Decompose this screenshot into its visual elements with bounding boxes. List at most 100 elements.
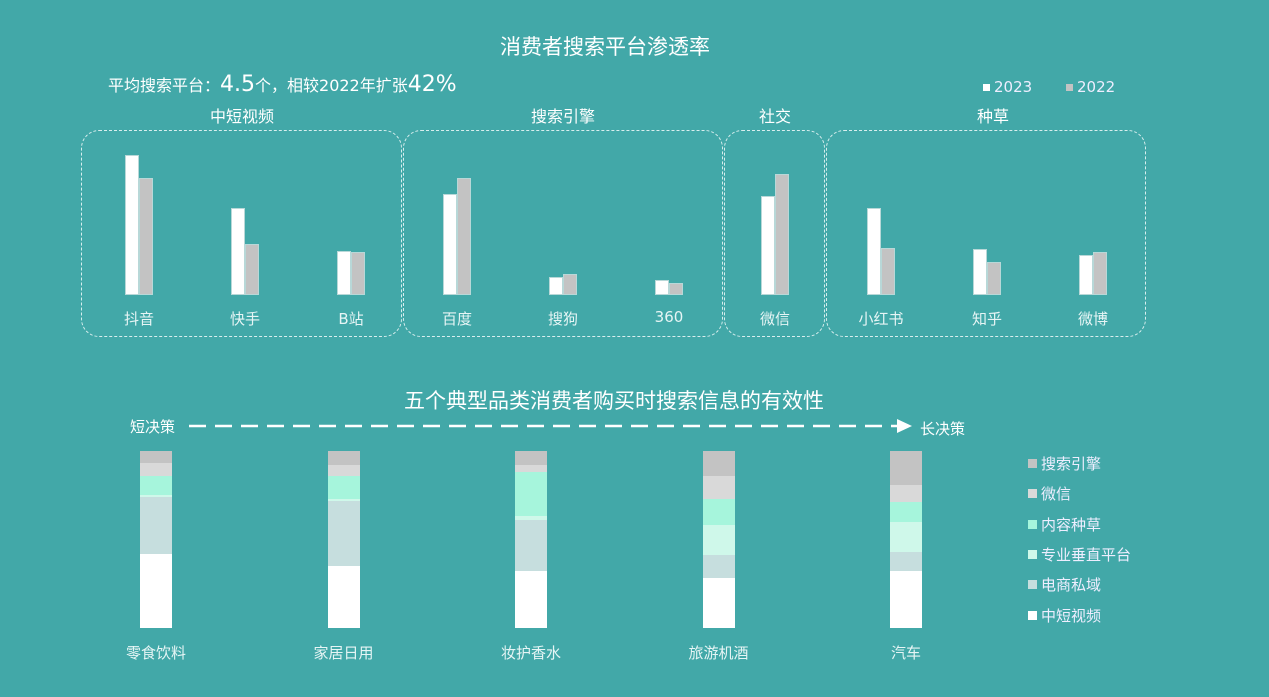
legend-label: 专业垂直平台 xyxy=(1041,545,1132,564)
legend-item: 专业垂直平台 xyxy=(1028,544,1131,565)
segment-零食饮料-搜索引擎 xyxy=(140,451,172,464)
group-box-short-video xyxy=(81,130,402,337)
segment-妆护香水-电商私域 xyxy=(515,520,547,572)
bar-360-2022 xyxy=(669,283,683,295)
segment-家居日用-搜索引擎 xyxy=(327,451,360,466)
bar-360-2023 xyxy=(655,280,669,295)
segment-汽车-电商私域 xyxy=(890,551,922,572)
group-box-social xyxy=(724,130,825,337)
segment-旅游机酒-专业垂直平台 xyxy=(702,525,735,556)
legend-item: 搜索引擎 xyxy=(1028,453,1101,474)
legend-label: 电商私域 xyxy=(1041,576,1102,595)
subtitle-prefix: 平均搜索平台： xyxy=(108,76,221,95)
legend-label: 微信 xyxy=(1041,485,1072,504)
segment-汽车-微信 xyxy=(890,484,922,503)
legend-item: 中短视频 xyxy=(1028,605,1101,626)
legend-label: 内容种草 xyxy=(1041,515,1102,534)
segment-旅游机酒-搜索引擎 xyxy=(702,451,735,476)
x-tick-label: 抖音 xyxy=(123,310,155,328)
x-tick-label: 妆护香水 xyxy=(500,644,562,662)
legend-swatch xyxy=(1028,489,1037,499)
chart-title-penetration: 消费者搜索平台渗透率 xyxy=(500,35,710,59)
x-tick-label: 家居日用 xyxy=(313,644,374,662)
segment-妆护香水-中短视频 xyxy=(515,571,547,628)
legend-label: 2023 xyxy=(994,78,1033,96)
segment-家居日用-专业垂直平台 xyxy=(327,498,360,501)
segment-家居日用-中短视频 xyxy=(327,566,360,628)
segment-妆护香水-专业垂直平台 xyxy=(515,516,547,521)
legend-swatch xyxy=(1028,459,1037,468)
bar-百度-2023 xyxy=(443,194,457,295)
bar-知乎-2023 xyxy=(973,249,987,295)
x-tick-label: 百度 xyxy=(441,310,473,328)
segment-汽车-中短视频 xyxy=(890,571,922,628)
segment-旅游机酒-内容种草 xyxy=(702,498,735,526)
group-label: 种草 xyxy=(976,107,1010,126)
subtitle: 平均搜索平台：4.5个，相较2022年扩张42% xyxy=(108,72,457,97)
x-tick-label: 小红书 xyxy=(858,310,904,328)
segment-汽车-搜索引擎 xyxy=(890,451,922,485)
bar-快手-2023 xyxy=(231,208,245,295)
segment-旅游机酒-电商私域 xyxy=(702,555,735,579)
legend-swatch xyxy=(1028,580,1037,590)
x-tick-label: 零食饮料 xyxy=(125,644,187,662)
segment-妆护香水-内容种草 xyxy=(515,472,547,517)
bar-微信-2022 xyxy=(775,174,789,295)
x-tick-label: 搜狗 xyxy=(547,310,579,328)
group-label: 搜索引擎 xyxy=(530,107,596,126)
legend-item: 微信 xyxy=(1028,483,1071,504)
chart-title-effectiveness: 五个典型品类消费者购买时搜索信息的有效性 xyxy=(404,389,824,413)
bar-B站-2023 xyxy=(337,251,351,295)
segment-妆护香水-搜索引擎 xyxy=(515,451,547,466)
legend-item: 内容种草 xyxy=(1028,514,1101,535)
bar-B站-2022 xyxy=(351,252,365,295)
bar-抖音-2023 xyxy=(125,155,139,295)
group-label: 中短视频 xyxy=(209,107,275,126)
bar-小红书-2022 xyxy=(881,248,895,295)
bar-微博-2022 xyxy=(1093,252,1107,295)
segment-零食饮料-微信 xyxy=(140,463,172,476)
arrow-start-label: 短决策 xyxy=(130,418,176,436)
legend-swatch xyxy=(1028,549,1037,559)
x-tick-label: 360 xyxy=(654,308,684,326)
subtitle-pct: 42% xyxy=(407,72,457,97)
segment-家居日用-微信 xyxy=(327,465,360,476)
bar-微信-2023 xyxy=(761,196,775,295)
x-tick-label: 快手 xyxy=(229,310,261,328)
arrow-end-label: 长决策 xyxy=(920,420,966,438)
group-label: 社交 xyxy=(758,107,792,126)
segment-零食饮料-中短视频 xyxy=(140,553,172,628)
x-tick-label: 汽车 xyxy=(890,644,922,662)
segment-汽车-专业垂直平台 xyxy=(890,521,922,552)
legend-swatch xyxy=(1066,83,1073,91)
segment-零食饮料-专业垂直平台 xyxy=(140,495,172,498)
segment-零食饮料-内容种草 xyxy=(140,475,172,496)
x-tick-label: 微信 xyxy=(759,310,791,328)
x-tick-label: 知乎 xyxy=(971,310,1003,328)
bar-知乎-2022 xyxy=(987,262,1001,295)
group-box-search-engine xyxy=(403,130,723,337)
bar-百度-2022 xyxy=(457,178,471,295)
legend-swatch xyxy=(983,83,990,91)
legend-label: 2022 xyxy=(1077,78,1116,96)
bar-小红书-2023 xyxy=(867,208,881,295)
legend-item: 电商私域 xyxy=(1028,574,1101,595)
subtitle-mid: 个，相较2022年扩张 xyxy=(255,76,408,95)
legend-2023: 2023 xyxy=(983,78,1032,96)
segment-家居日用-内容种草 xyxy=(327,475,360,499)
legend-swatch xyxy=(1028,610,1037,620)
bar-微博-2023 xyxy=(1079,255,1093,295)
legend-label: 搜索引擎 xyxy=(1041,455,1102,473)
x-tick-label: B站 xyxy=(338,310,364,328)
x-tick-label: 微博 xyxy=(1077,310,1109,328)
group-box-seeding xyxy=(826,130,1146,337)
legend-swatch xyxy=(1028,519,1037,529)
legend-label: 中短视频 xyxy=(1041,606,1102,625)
bar-搜狗-2023 xyxy=(549,277,563,295)
legend-2022: 2022 xyxy=(1066,78,1115,96)
segment-旅游机酒-微信 xyxy=(702,475,735,499)
bar-搜狗-2022 xyxy=(563,274,577,295)
segment-零食饮料-电商私域 xyxy=(140,497,172,554)
segment-家居日用-电商私域 xyxy=(327,500,360,567)
decision-arrow xyxy=(189,419,912,433)
